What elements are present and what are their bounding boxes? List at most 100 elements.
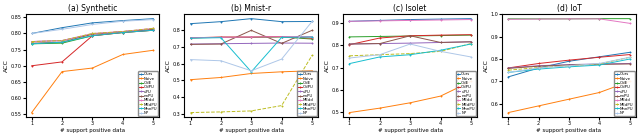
uPU [88,33,96,35]
NP [436,51,444,52]
NP [596,63,604,64]
Naive [626,81,634,82]
OdPU [346,44,353,45]
OdE [535,18,543,20]
X-axis label: # support positive data: # support positive data [219,128,284,133]
MnnPU [248,71,255,73]
MEdd [596,18,604,20]
nnPU [436,42,444,43]
Line: NP: NP [189,20,314,72]
MEdd [149,28,157,29]
MnnPU [58,41,66,43]
MnnPU [565,66,573,68]
OdE [436,35,444,36]
NP [149,19,157,20]
Ours [248,18,255,19]
MEdPU [217,111,225,113]
nnPU [504,68,512,69]
Legend: Ours, Naive, OdE, OdPU, uPU, nnPU, MEdd, MEdPU, MnnPU, NP: Ours, Naive, OdE, OdPU, uPU, nnPU, MEdd,… [614,71,635,116]
MEdd [248,36,255,38]
MEdPU [565,65,573,67]
Line: MEdPU: MEdPU [30,27,154,43]
OdE [58,42,66,44]
MEdd [217,37,225,38]
OdE [596,18,604,19]
uPU [376,43,383,44]
NP [58,28,66,30]
Line: OdE: OdE [348,34,472,38]
MEdd [535,18,543,20]
OdE [28,43,35,45]
Line: Naive: Naive [189,69,314,81]
NP [248,70,255,72]
MnnPU [149,29,157,31]
Line: OdPU: OdPU [189,35,314,40]
MnnPU [217,37,225,38]
nnPU [626,63,634,65]
MEdPU [626,56,634,58]
Ours [504,76,512,78]
OdPU [88,35,96,37]
OdE [217,37,225,38]
Title: (b) Mnist-r: (b) Mnist-r [231,4,271,13]
nnPU [535,65,543,67]
NP [565,65,573,67]
OdE [187,37,195,39]
Naive [88,67,96,69]
Y-axis label: ACC: ACC [325,59,330,72]
OdPU [565,59,573,61]
OdPU [504,67,512,69]
MEdPU [248,110,255,112]
MnnPU [187,37,195,39]
OdE [149,29,157,31]
X-axis label: # support positive data: # support positive data [536,128,602,133]
NP [535,67,543,69]
MEdd [58,40,66,41]
OdPU [248,36,255,38]
Line: nnPU: nnPU [507,63,631,70]
Ours [436,18,444,20]
Y-axis label: ACC: ACC [4,59,9,72]
uPU [626,63,634,64]
uPU [467,41,475,43]
uPU [28,41,35,42]
Line: MEdd: MEdd [348,18,472,23]
NP [406,43,414,45]
Line: uPU: uPU [30,28,154,43]
Naive [535,105,543,107]
MnnPU [88,35,96,37]
OdPU [596,56,604,58]
Line: OdE: OdE [507,17,631,20]
MnnPU [308,36,316,38]
Naive [308,70,316,72]
NP [28,33,35,34]
MEdPU [278,105,285,106]
X-axis label: # support positive data: # support positive data [60,128,125,133]
uPU [596,63,604,65]
Naive [346,112,353,113]
uPU [187,43,195,45]
uPU [119,31,127,32]
Line: MnnPU: MnnPU [348,43,472,65]
Title: (a) Synthetic: (a) Synthetic [68,4,117,13]
OdPU [308,37,316,39]
OdPU [535,63,543,64]
Naive [248,73,255,74]
Line: MEdd: MEdd [507,18,631,25]
Naive [596,92,604,93]
OdE [504,18,512,20]
Ours [596,56,604,58]
MEdd [346,21,353,22]
Line: MEdPU: MEdPU [507,56,631,72]
Line: Naive: Naive [507,80,631,114]
MnnPU [535,68,543,70]
Ours [308,21,316,22]
Ours [278,21,285,22]
nnPU [88,33,96,35]
nnPU [278,43,285,44]
Line: OdE: OdE [189,36,314,40]
OdE [248,37,255,38]
MnnPU [436,49,444,51]
MEdPU [436,51,444,52]
MEdPU [119,31,127,32]
